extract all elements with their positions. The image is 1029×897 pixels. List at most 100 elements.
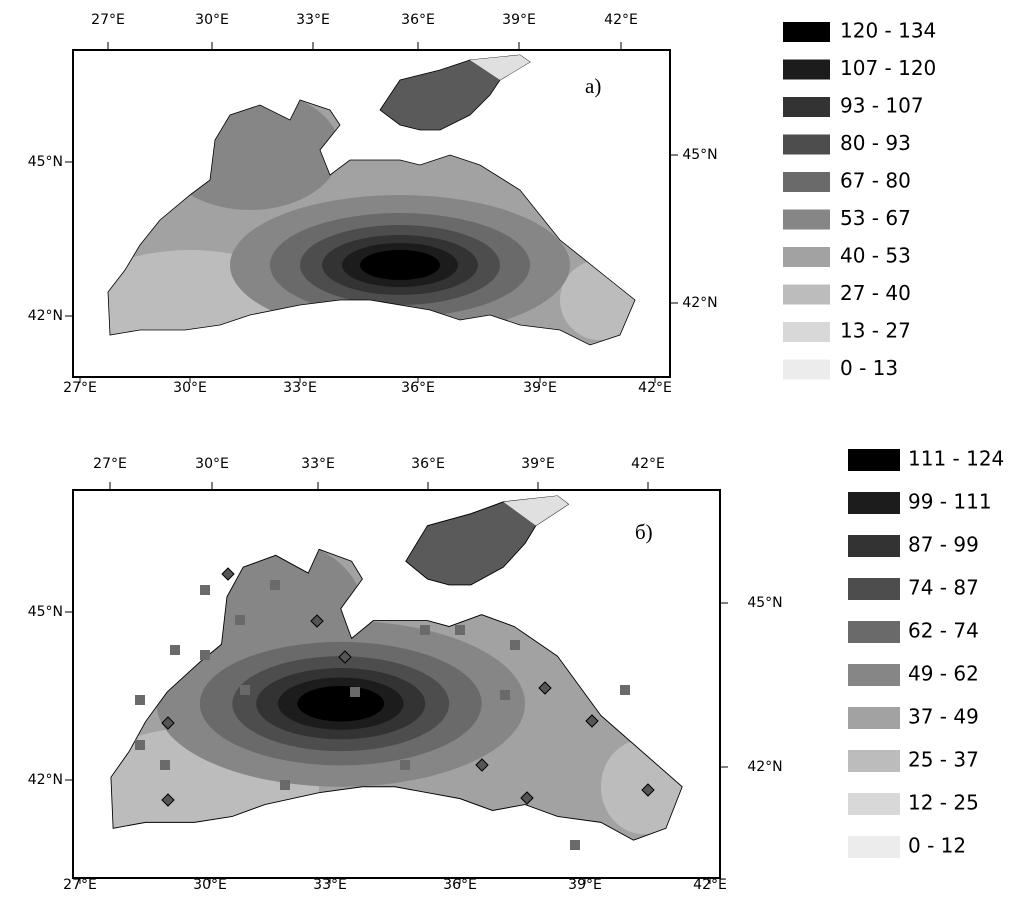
stations xyxy=(135,567,655,850)
legend-swatch xyxy=(848,664,900,686)
legend-label: 13 - 27 xyxy=(840,319,911,343)
bottom-tick-label: 27°E xyxy=(63,877,97,893)
legend-label: 25 - 37 xyxy=(908,748,979,772)
coastline xyxy=(110,548,683,841)
top-tick-label: 42°E xyxy=(631,456,665,472)
map-frame xyxy=(72,489,721,879)
bottom-tick-label: 42°E xyxy=(693,877,727,893)
panel-label: б) xyxy=(635,520,653,544)
station-square xyxy=(420,625,430,635)
station-diamond xyxy=(338,650,352,664)
legend-swatch xyxy=(783,359,830,380)
station-square xyxy=(510,640,520,650)
top-tick-label: 39°E xyxy=(502,12,536,28)
station-diamond xyxy=(221,567,235,581)
map-panel: 27°E 30°E 33°E 36°E 39°E 42°E 27°E 30°E 33°E 36°E… xyxy=(28,12,937,396)
legend-swatch xyxy=(848,836,900,858)
legend-label: 40 - 53 xyxy=(840,244,911,268)
legend-swatch xyxy=(783,134,830,155)
top-tick-label: 36°E xyxy=(401,12,435,28)
station-diamond xyxy=(310,614,324,628)
bottom-tick-label: 33°E xyxy=(283,380,317,396)
top-tick-label: 27°E xyxy=(93,456,127,472)
contour xyxy=(360,250,440,280)
legend-label: 37 - 49 xyxy=(908,705,979,729)
legend-swatch xyxy=(783,284,830,305)
station-square xyxy=(200,585,210,595)
top-tick-label: 39°E xyxy=(521,456,555,472)
coastline xyxy=(107,99,636,346)
station-square xyxy=(240,685,250,695)
legend-swatch xyxy=(783,172,830,192)
map-frame xyxy=(72,49,671,378)
legend-swatch xyxy=(783,322,830,342)
station-diamond xyxy=(520,791,534,805)
legend-swatch xyxy=(783,209,830,230)
legend-swatch xyxy=(848,449,900,471)
station-square xyxy=(350,687,360,697)
right-tick-label: 42°N xyxy=(747,759,782,775)
legend-label: 93 - 107 xyxy=(840,94,924,118)
legend-swatch xyxy=(783,59,830,80)
bottom-tick-label: 39°E xyxy=(523,380,557,396)
legend-swatch xyxy=(783,97,830,117)
right-tick-label: 45°N xyxy=(747,595,782,611)
legend-label: 99 - 111 xyxy=(908,490,992,514)
top-tick-label: 33°E xyxy=(296,12,330,28)
station-diamond xyxy=(475,758,489,772)
station-square xyxy=(500,690,510,700)
legend-label: 107 - 120 xyxy=(840,56,936,80)
legend-label: 49 - 62 xyxy=(908,662,979,686)
legend-label: 12 - 25 xyxy=(908,791,979,815)
left-tick-label: 42°N xyxy=(28,308,63,324)
top-tick-label: 36°E xyxy=(411,456,445,472)
station-square xyxy=(200,650,210,660)
station-square xyxy=(455,625,465,635)
station-square xyxy=(280,780,290,790)
top-tick-label: 30°E xyxy=(195,456,229,472)
station-square xyxy=(135,695,145,705)
top-tick-label: 30°E xyxy=(195,12,229,28)
station-diamond xyxy=(538,681,552,695)
bottom-tick-label: 42°E xyxy=(638,380,672,396)
sea xyxy=(108,100,635,345)
top-tick-label: 42°E xyxy=(604,12,638,28)
bottom-tick-label: 36°E xyxy=(401,380,435,396)
station-square xyxy=(170,645,180,655)
panel-label: а) xyxy=(585,74,601,98)
legend-swatch xyxy=(848,750,900,772)
station-square xyxy=(235,615,245,625)
legend-swatch xyxy=(783,22,830,42)
bottom-tick-label: 39°E xyxy=(568,877,602,893)
station-diamond xyxy=(161,793,175,807)
bottom-tick-label: 33°E xyxy=(313,877,347,893)
legend-label: 111 - 124 xyxy=(908,447,1004,471)
legend-label: 62 - 74 xyxy=(908,619,979,643)
legend-swatch xyxy=(848,535,900,557)
legend-swatch xyxy=(848,492,900,514)
right-tick-label: 42°N xyxy=(682,295,717,311)
contour xyxy=(297,685,385,722)
station-square xyxy=(400,760,410,770)
station-square xyxy=(620,685,630,695)
legend-label: 67 - 80 xyxy=(840,169,911,193)
legend-label: 0 - 13 xyxy=(840,356,898,380)
left-tick-label: 42°N xyxy=(28,772,63,788)
top-tick-label: 27°E xyxy=(91,12,125,28)
map xyxy=(110,495,683,841)
legend-label: 74 - 87 xyxy=(908,576,979,600)
legend-label: 0 - 12 xyxy=(908,834,966,858)
station-diamond xyxy=(641,783,655,797)
legend-label: 80 - 93 xyxy=(840,131,911,155)
azov-spit xyxy=(470,55,530,80)
left-tick-label: 45°N xyxy=(28,154,63,170)
legend-label: 27 - 40 xyxy=(840,281,911,305)
azov-spit xyxy=(503,495,569,526)
station-square xyxy=(570,840,580,850)
station-square xyxy=(160,760,170,770)
bottom-tick-label: 27°E xyxy=(63,380,97,396)
legend-swatch xyxy=(848,621,900,643)
station-diamond xyxy=(585,714,599,728)
station-square xyxy=(240,735,250,745)
